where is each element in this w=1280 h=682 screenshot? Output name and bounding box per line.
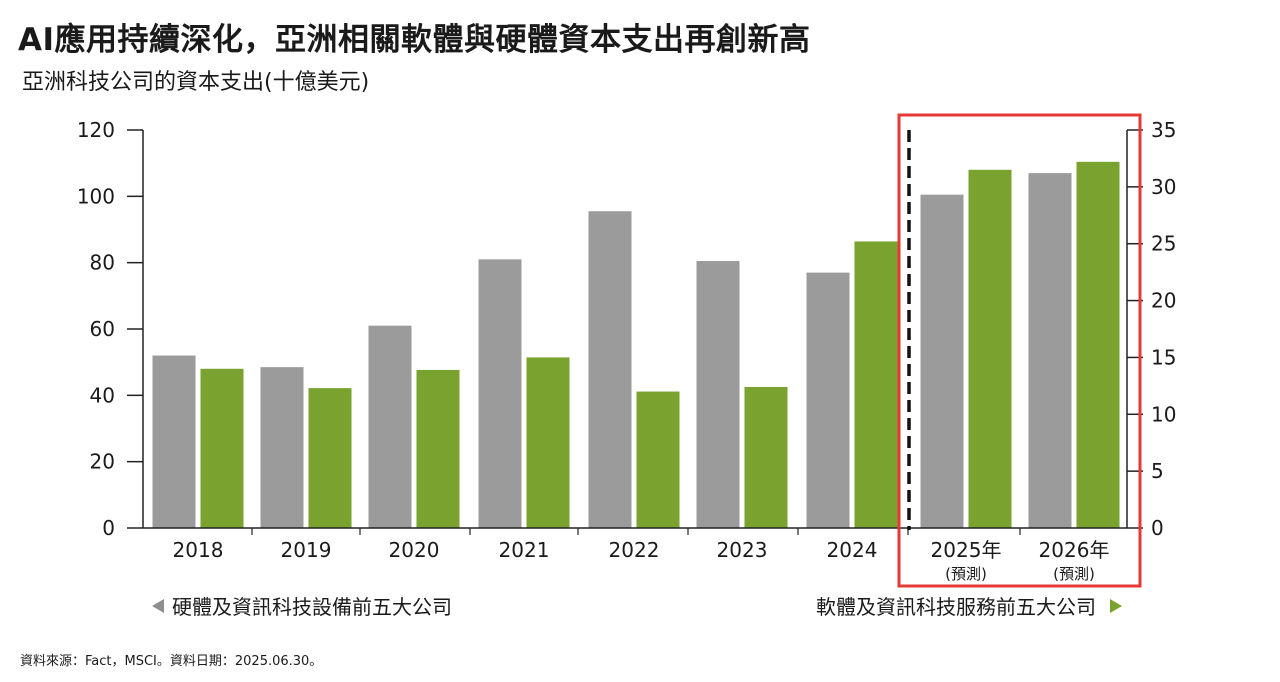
legend-hardware: 硬體及資訊科技設備前五大公司 (152, 591, 452, 620)
bar-software-6 (854, 241, 898, 528)
y-left-tick-label: 60 (90, 317, 115, 341)
x-category-label: 2018 (173, 538, 224, 562)
bar-hardware-7 (920, 194, 964, 529)
axes-layer (127, 113, 1143, 588)
bar-hardware-8 (1028, 173, 1072, 528)
bar-software-1 (308, 388, 352, 528)
legend-software-label: 軟體及資訊科技服務前五大公司 (816, 595, 1096, 619)
y-left-tick-label: 100 (77, 184, 115, 208)
chart-subtitle: 亞洲科技公司的資本支出(十億美元) (22, 70, 370, 95)
bar-hardware-0 (152, 355, 196, 528)
x-category-label: 2019 (281, 538, 332, 562)
x-category-label: 2026年 (1039, 538, 1110, 562)
y-right-tick-label: 20 (1151, 289, 1176, 313)
bar-hardware-1 (260, 367, 304, 528)
bar-hardware-2 (368, 325, 412, 528)
legend-software: 軟體及資訊科技服務前五大公司 (816, 591, 1122, 620)
bar-software-3 (526, 357, 570, 528)
bar-software-7 (968, 169, 1012, 529)
bars-layer (152, 161, 1120, 529)
x-category-label: 2020 (389, 538, 440, 562)
chart-title: AI應用持續深化，亞洲相關軟體與硬體資本支出再創新高 (18, 22, 811, 58)
y-right-tick-label: 0 (1151, 516, 1164, 540)
y-right-tick-label: 15 (1151, 345, 1176, 369)
bar-software-5 (744, 386, 788, 528)
x-category-note: (預測) (1053, 565, 1095, 583)
bar-hardware-3 (478, 259, 522, 528)
bar-software-4 (636, 391, 680, 528)
y-left-tick-label: 0 (102, 516, 115, 540)
triangle-left-icon (152, 598, 164, 613)
y-right-tick-label: 10 (1151, 402, 1176, 426)
forecast-highlight-box (897, 113, 1142, 588)
bar-software-8 (1076, 161, 1120, 528)
x-category-label: 2022 (609, 538, 660, 562)
bar-hardware-6 (806, 272, 850, 528)
x-category-note: (預測) (945, 565, 987, 583)
y-right-tick-label: 5 (1151, 459, 1164, 483)
bar-hardware-4 (588, 211, 632, 528)
y-left-tick-label: 40 (90, 383, 115, 407)
y-left-tick-label: 80 (90, 251, 115, 275)
x-category-label: 2023 (717, 538, 768, 562)
y-right-tick-label: 30 (1151, 175, 1176, 199)
y-right-tick-label: 35 (1151, 118, 1176, 142)
source-note: 資料來源：Fact，MSCI。資料日期：2025.06.30。 (20, 654, 323, 669)
x-category-label: 2024 (827, 538, 878, 562)
y-left-tick-label: 20 (90, 450, 115, 474)
bar-software-0 (200, 368, 244, 528)
x-category-label: 2021 (499, 538, 550, 562)
bar-software-2 (416, 369, 460, 528)
legend-hardware-label: 硬體及資訊科技設備前五大公司 (172, 595, 452, 619)
triangle-right-icon (1110, 598, 1122, 613)
bar-hardware-5 (696, 261, 740, 528)
x-category-label: 2025年 (931, 538, 1002, 562)
y-right-tick-label: 25 (1151, 232, 1176, 256)
labels-layer: 0 20 40 60 80 100 120 0 5 10 15 20 25 30 35 2018 2019 202… (77, 118, 1177, 583)
y-left-tick-label: 120 (77, 118, 115, 142)
